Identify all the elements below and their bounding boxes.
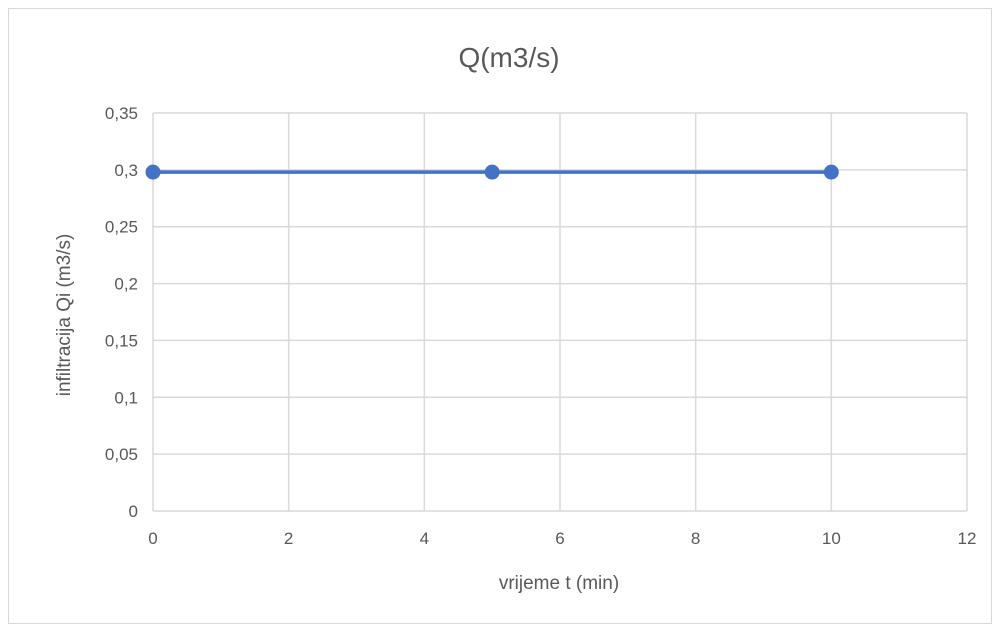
grid-layer <box>152 112 968 512</box>
axis-layer: 0 0,05 0,1 0,15 0,2 0,25 0,3 0,35 0 2 4 6 8 10 12 <box>105 104 977 548</box>
y-tick-label: 0,15 <box>105 331 138 350</box>
y-tick-label: 0,35 <box>105 104 138 123</box>
data-point <box>145 164 161 180</box>
data-point <box>823 164 839 180</box>
data-point <box>484 164 500 180</box>
y-tick-label: 0,25 <box>105 218 138 237</box>
y-tick-label: 0,1 <box>114 388 138 407</box>
y-tick-label: 0,2 <box>114 275 138 294</box>
chart-title: Q(m3/s) <box>458 42 559 73</box>
chart-area: 0 0,05 0,1 0,15 0,2 0,25 0,3 0,35 0 2 4 6 8 10 12 Q(m3… <box>8 8 992 624</box>
x-tick-label: 8 <box>691 529 700 548</box>
x-tick-label: 2 <box>284 529 293 548</box>
x-axis-title: vrijeme t (min) <box>499 573 619 594</box>
x-tick-label: 12 <box>958 529 977 548</box>
series-layer <box>145 164 839 180</box>
x-tick-label: 0 <box>148 529 157 548</box>
y-axis-title: infiltracija Qi (m3/s) <box>54 234 75 397</box>
y-tick-label: 0,05 <box>105 445 138 464</box>
y-tick-label: 0 <box>129 502 138 521</box>
x-tick-label: 10 <box>822 529 841 548</box>
x-tick-label: 6 <box>555 529 564 548</box>
y-tick-label: 0,3 <box>114 161 138 180</box>
x-tick-label: 4 <box>420 529 429 548</box>
chart-svg: 0 0,05 0,1 0,15 0,2 0,25 0,3 0,35 0 2 4 6 8 10 12 Q(m3… <box>54 42 977 594</box>
